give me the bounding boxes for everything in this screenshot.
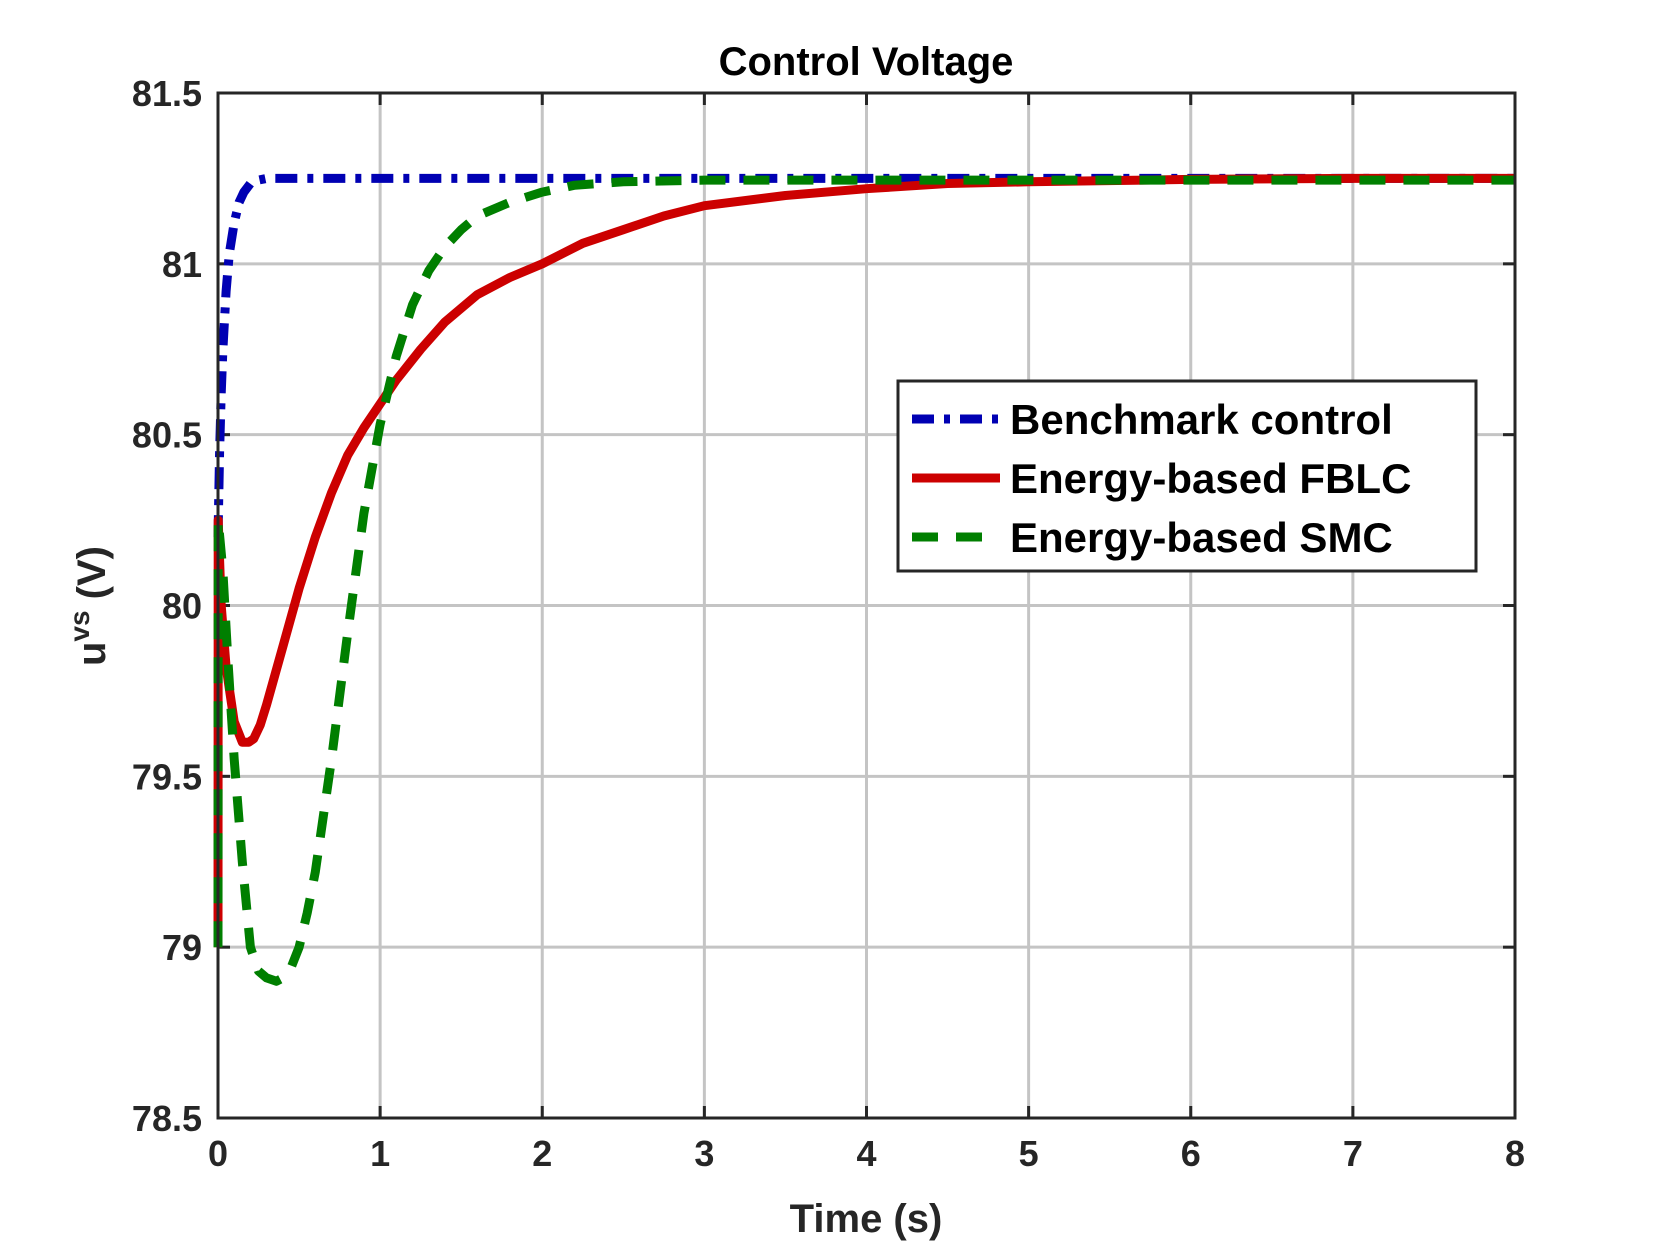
- x-tick-label: 7: [1343, 1133, 1363, 1174]
- chart-title: Control Voltage: [719, 40, 1014, 84]
- y-tick-label: 81: [162, 244, 202, 285]
- legend-label-benchmark: Benchmark control: [1010, 396, 1393, 443]
- x-tick-label: 6: [1181, 1133, 1201, 1174]
- y-axis-title-base: u: [70, 642, 114, 666]
- axes-box: [216, 91, 1517, 1120]
- x-tick-label: 2: [532, 1133, 552, 1174]
- y-tick-label: 78.5: [132, 1098, 202, 1139]
- y-tick-label: 80: [162, 586, 202, 627]
- svg-text:uvs (V): uvs (V): [64, 546, 114, 666]
- x-axis-title: Time (s): [790, 1197, 943, 1241]
- y-axis-title-unit: (V): [70, 546, 114, 599]
- y-tick-label: 81.5: [132, 73, 202, 114]
- y-tick-labels: 78.5 79 79.5 80 80.5 81 81.5: [132, 73, 202, 1139]
- x-tick-label: 1: [370, 1133, 390, 1174]
- y-axis-title-space: [70, 599, 114, 610]
- y-axis-title: uvs (V): [64, 546, 114, 666]
- x-tick-labels: 0 1 2 3 4 5 6 7 8: [208, 1133, 1525, 1174]
- series-layer: [213, 173, 1515, 986]
- x-tick-label: 3: [694, 1133, 714, 1174]
- legend: Benchmark control Energy-based FBLC Ener…: [896, 379, 1478, 573]
- x-tick-label: 4: [856, 1133, 876, 1174]
- y-tick-label: 79.5: [132, 756, 202, 797]
- series-line-2: [213, 175, 1515, 986]
- y-tick-label: 79: [162, 927, 202, 968]
- y-axis-title-sup: vs: [64, 610, 95, 641]
- legend-label-fblc: Energy-based FBLC: [1010, 455, 1411, 502]
- legend-label-smc: Energy-based SMC: [1010, 514, 1393, 561]
- x-tick-label: 8: [1505, 1133, 1525, 1174]
- series-line-0: [213, 173, 1515, 538]
- x-tick-label: 0: [208, 1133, 228, 1174]
- y-tick-label: 80.5: [132, 415, 202, 456]
- x-tick-label: 5: [1019, 1133, 1039, 1174]
